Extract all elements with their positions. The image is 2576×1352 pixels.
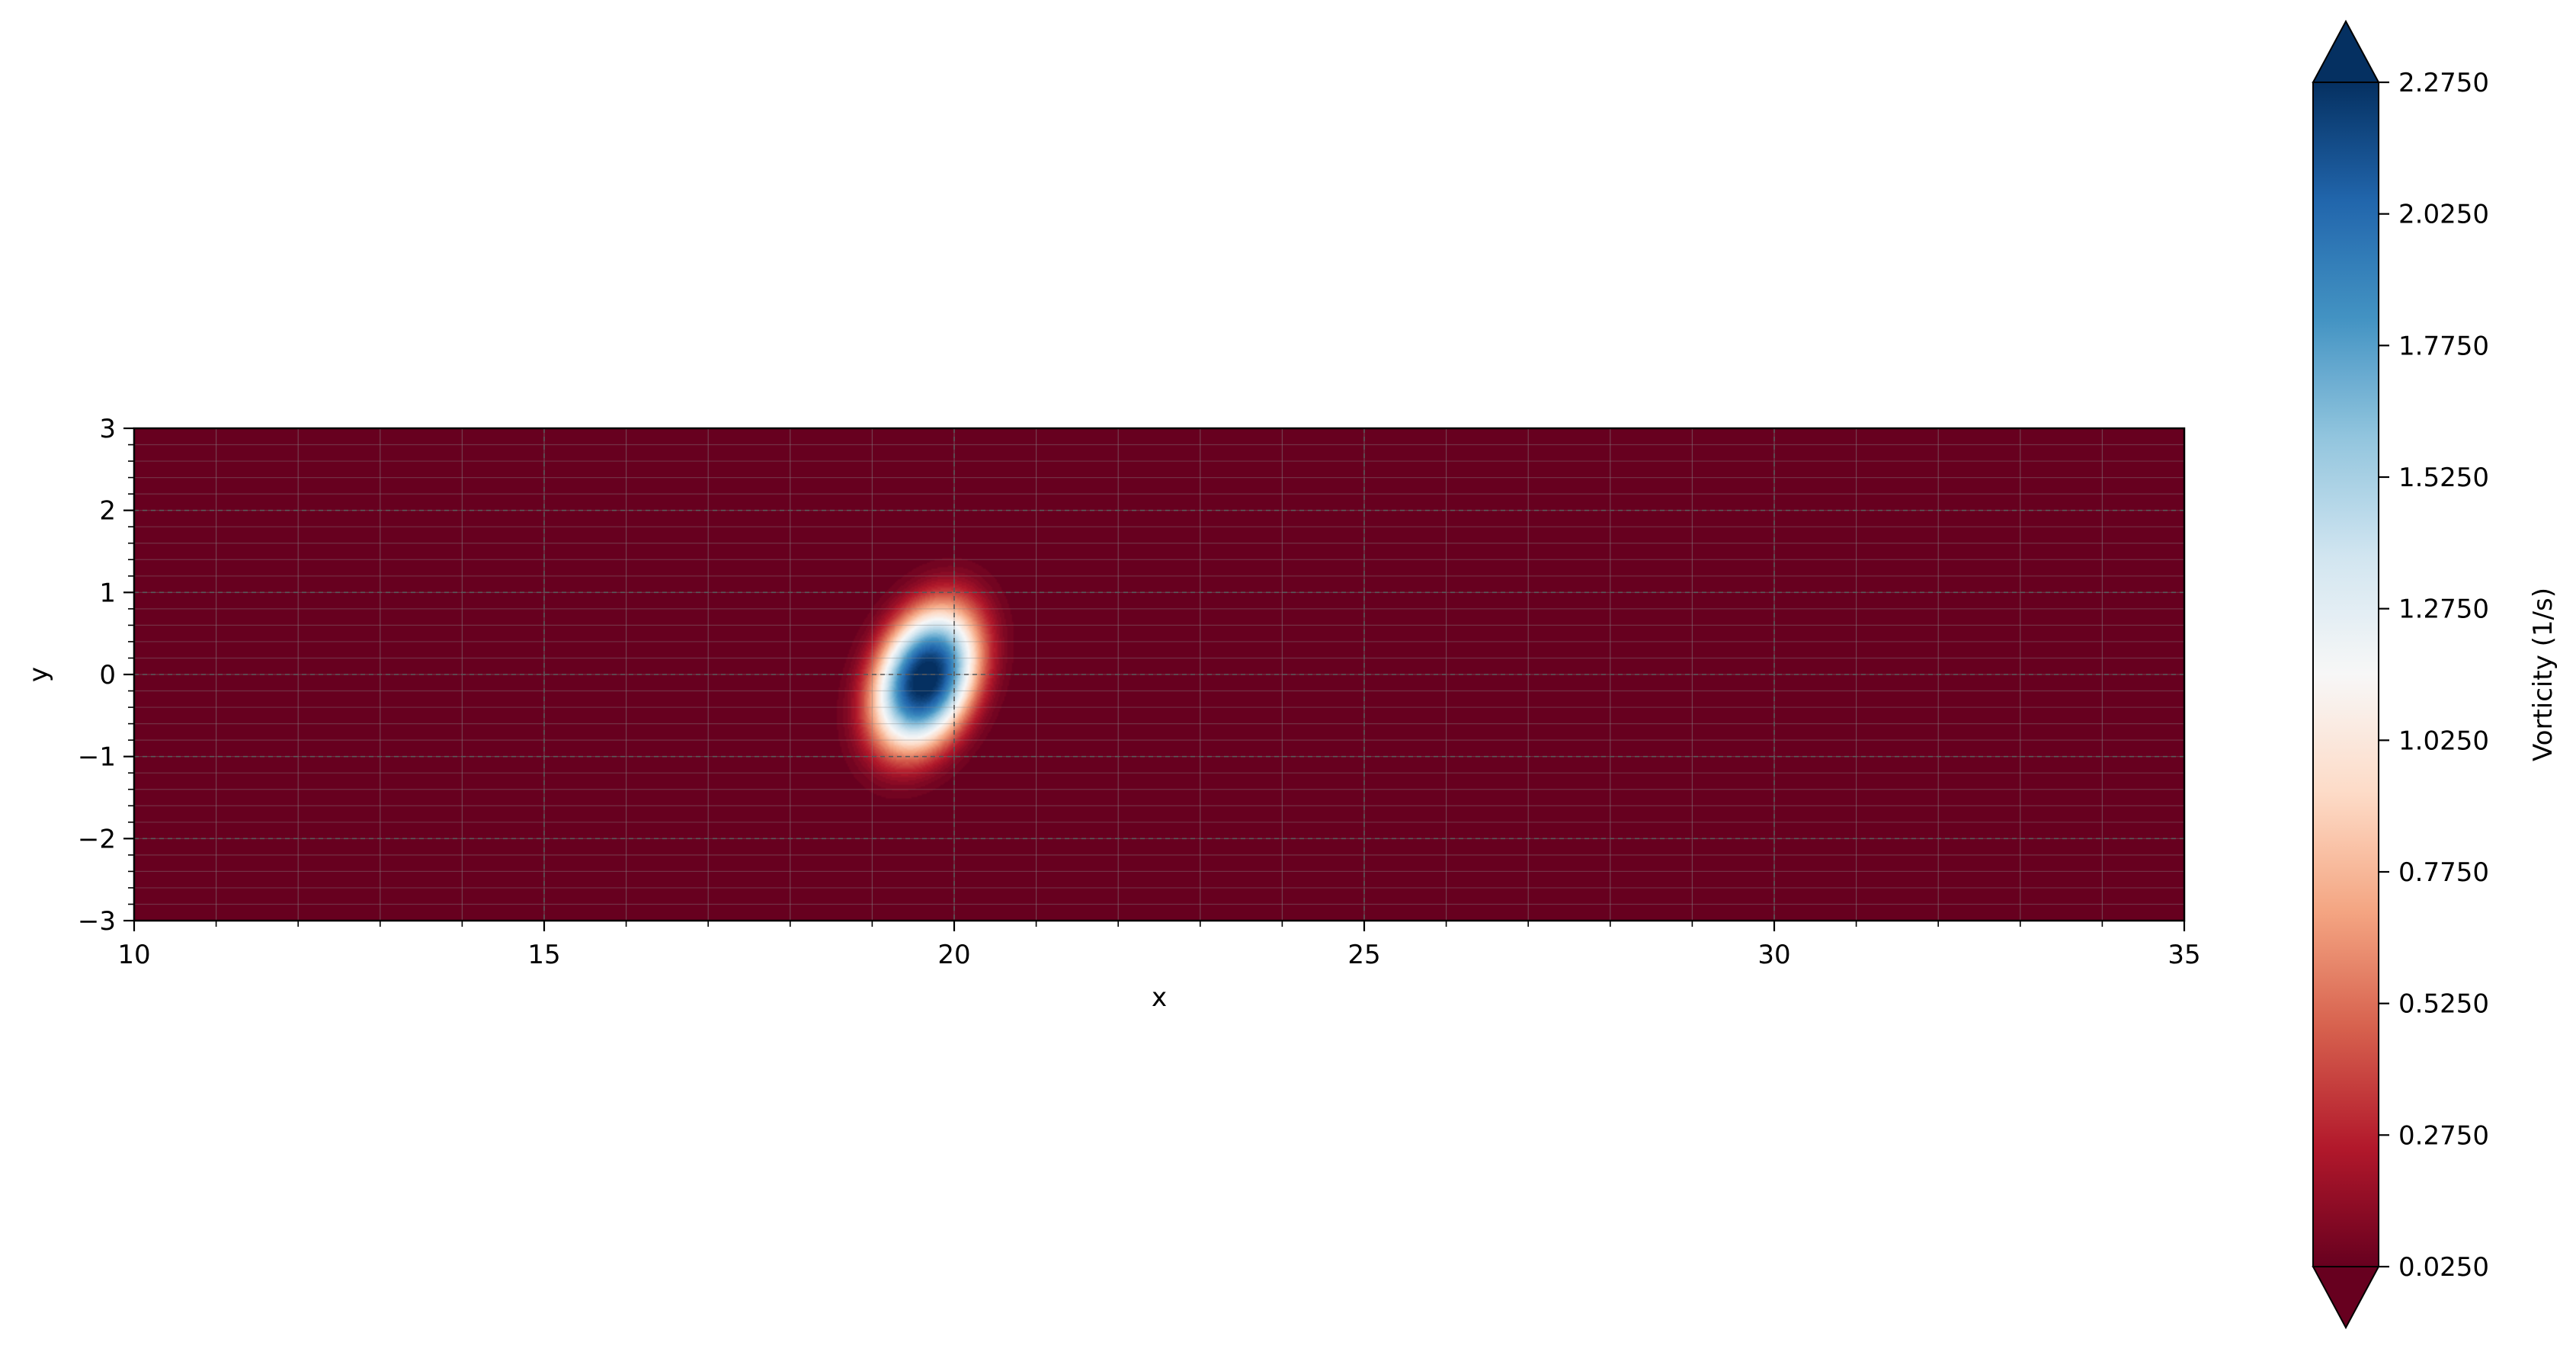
colorbar-tick-label: 1.5250 bbox=[2398, 463, 2489, 493]
x-tick-label: 10 bbox=[117, 940, 150, 970]
colorbar-extend-top bbox=[2312, 19, 2380, 83]
colorbar-tick-label: 0.5250 bbox=[2398, 989, 2489, 1020]
x-tick-label: 30 bbox=[1757, 940, 1790, 970]
x-tick-label: 20 bbox=[937, 940, 970, 970]
plot-area bbox=[133, 427, 2186, 922]
x-axis-label: x bbox=[1152, 982, 1167, 1013]
colorbar-gradient bbox=[2313, 82, 2379, 1267]
y-tick-label: 3 bbox=[99, 414, 116, 444]
y-tick-label: −1 bbox=[78, 742, 116, 773]
colorbar-label: Vorticity (1/s) bbox=[2528, 588, 2558, 761]
y-tick-label: 1 bbox=[99, 578, 116, 608]
colorbar-tick-label: 0.0250 bbox=[2398, 1252, 2489, 1283]
colorbar: 0.0250 0.2750 0.5250 0.7750 1.0250 1.2750 1.52… bbox=[2312, 19, 2558, 1330]
y-axis-label: y bbox=[24, 667, 54, 682]
x-tick-label: 15 bbox=[527, 940, 560, 970]
colorbar-tick-label: 1.7750 bbox=[2398, 331, 2489, 361]
colorbar-tick-label: 0.2750 bbox=[2398, 1120, 2489, 1151]
colorbar-frame bbox=[2312, 82, 2379, 1267]
colorbar-tick-label: 1.2750 bbox=[2398, 594, 2489, 625]
x-tick-label: 25 bbox=[1347, 940, 1380, 970]
x-axis: 10 15 20 25 30 35 bbox=[117, 921, 2201, 970]
colorbar-tick-label: 1.0250 bbox=[2398, 726, 2489, 756]
x-tick-label: 35 bbox=[2167, 940, 2200, 970]
y-axis: 3 2 1 0 −1 −2 −3 bbox=[78, 414, 134, 937]
colorbar-tick-label: 2.2750 bbox=[2398, 68, 2489, 98]
y-tick-label: −3 bbox=[78, 906, 116, 937]
y-tick-label: 0 bbox=[99, 660, 116, 690]
colorbar-tick-label: 0.7750 bbox=[2398, 857, 2489, 888]
colorbar-extend-bottom bbox=[2312, 1266, 2380, 1330]
colorbar-ticks: 0.0250 0.2750 0.5250 0.7750 1.0250 1.2750 1.52… bbox=[2379, 68, 2489, 1283]
y-tick-label: 2 bbox=[99, 496, 116, 527]
colorbar-tick-label: 2.0250 bbox=[2398, 200, 2489, 230]
y-tick-label: −2 bbox=[78, 824, 116, 854]
